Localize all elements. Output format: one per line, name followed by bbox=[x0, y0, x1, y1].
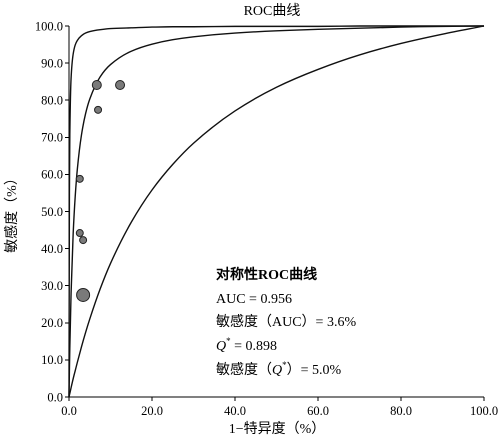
y-axis-label: 敏感度（%） bbox=[3, 171, 20, 253]
sroc-curve bbox=[68, 25, 485, 398]
study-point bbox=[75, 174, 84, 183]
y-tick-label: 0.0 bbox=[47, 390, 63, 404]
y-tick-label: 40.0 bbox=[41, 242, 63, 256]
study-point bbox=[76, 287, 91, 302]
y-tick-label: 20.0 bbox=[41, 316, 63, 330]
study-point bbox=[94, 105, 103, 114]
x-tick-label: 60.0 bbox=[307, 404, 329, 418]
se-q-star-text: 敏感度（Q*）= 5.0% bbox=[216, 359, 356, 384]
x-axis-label: 1−特异度（%） bbox=[229, 421, 326, 437]
y-tick-label: 10.0 bbox=[41, 353, 63, 367]
study-points bbox=[75, 79, 126, 302]
sroc-lower-curve bbox=[68, 25, 485, 398]
x-tick-label: 20.0 bbox=[141, 404, 163, 418]
study-point bbox=[91, 79, 102, 90]
x-tick-label: 0.0 bbox=[61, 404, 77, 418]
chart-title: ROC曲线 bbox=[244, 3, 301, 19]
x-tick-label: 100.0 bbox=[470, 404, 498, 418]
y-tick-label: 70.0 bbox=[41, 131, 63, 145]
annotation-heading: 对称性ROC曲线 bbox=[216, 268, 318, 283]
study-point bbox=[79, 236, 88, 245]
study-point bbox=[115, 79, 126, 90]
y-tick-label: 80.0 bbox=[41, 94, 63, 108]
x-tick-label: 80.0 bbox=[390, 404, 412, 418]
se-q-suffix: ）= 5.0% bbox=[286, 363, 342, 378]
se-q-prefix: 敏感度（ bbox=[216, 363, 272, 378]
x-tick-label: 40.0 bbox=[224, 404, 246, 418]
annotation-box: 对称性ROC曲线 AUC = 0.956 敏感度（AUC）= 3.6% Q* =… bbox=[216, 264, 356, 384]
y-tick-label: 30.0 bbox=[41, 279, 63, 293]
sroc-upper-curve bbox=[68, 25, 484, 398]
q-star-superscript: * bbox=[226, 335, 231, 346]
q-star-text: Q* = 0.898 bbox=[216, 335, 356, 360]
y-ticks: 0.0 10.0 20.0 30.0 40.0 50.0 60.0 70.0 80.0 90.0 1… bbox=[35, 19, 69, 404]
y-tick-label: 100.0 bbox=[35, 19, 63, 33]
q-symbol: Q bbox=[216, 338, 227, 354]
q-star-superscript-2: * bbox=[282, 360, 287, 370]
y-tick-label: 50.0 bbox=[41, 205, 63, 219]
curves bbox=[68, 25, 485, 398]
y-tick-label: 90.0 bbox=[41, 56, 63, 70]
x-ticks: 0.0 20.0 40.0 60.0 80.0 100.0 bbox=[61, 397, 498, 418]
y-tick-label: 60.0 bbox=[41, 168, 63, 182]
q-symbol-2: Q bbox=[272, 363, 283, 378]
se-auc-text: 敏感度（AUC）= 3.6% bbox=[216, 315, 357, 330]
auc-text: AUC = 0.956 bbox=[216, 291, 292, 307]
study-point bbox=[75, 229, 84, 238]
q-star-value: = 0.898 bbox=[230, 338, 278, 354]
